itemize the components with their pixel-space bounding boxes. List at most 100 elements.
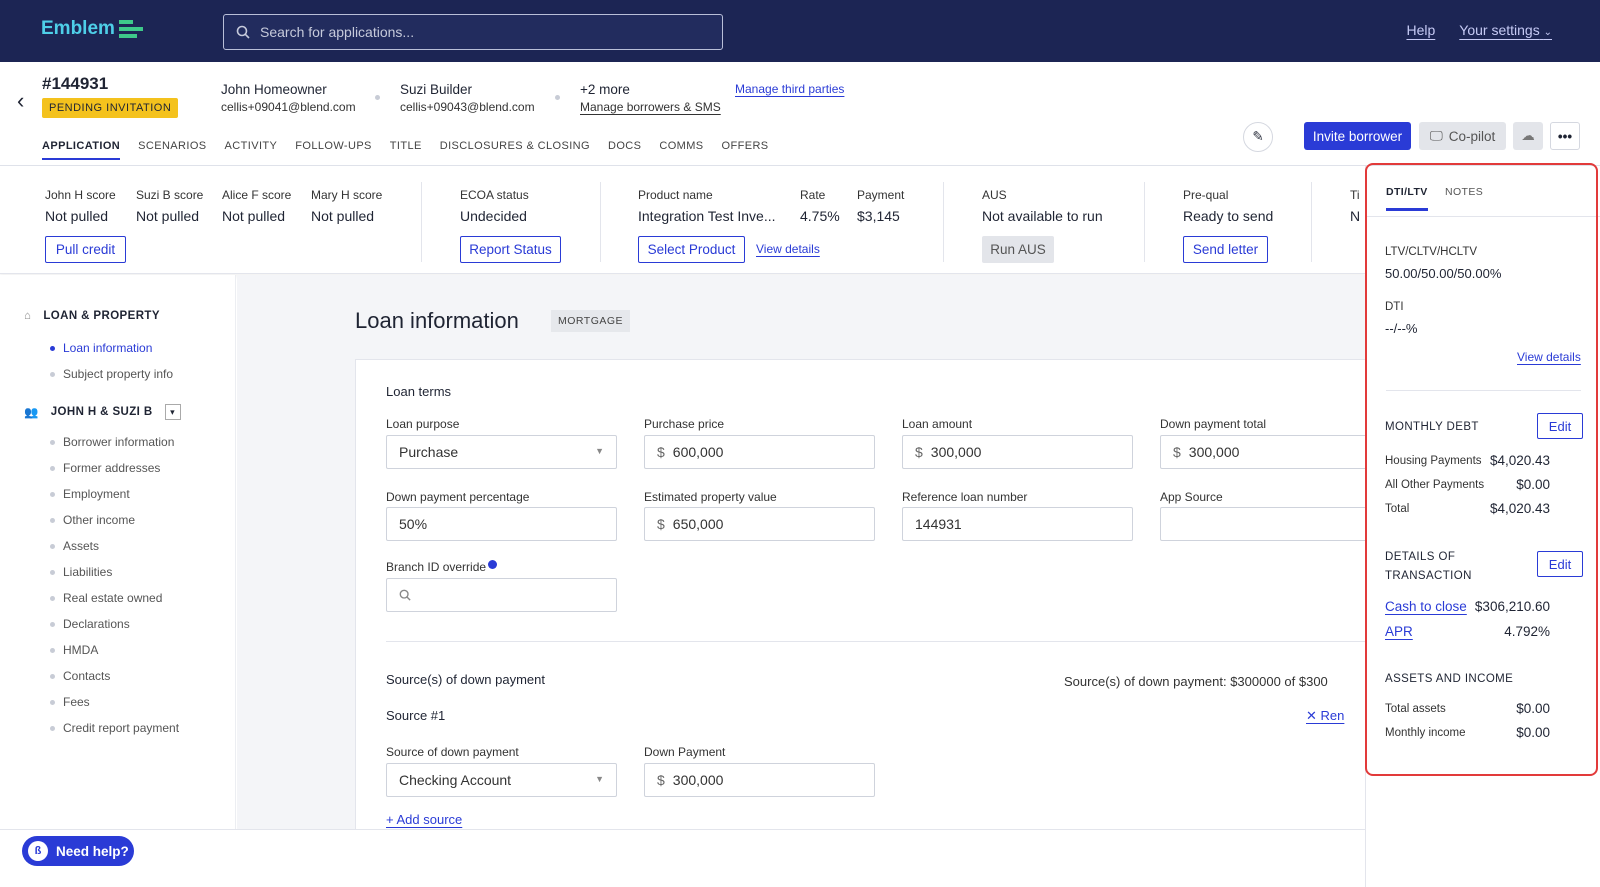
cash-to-close-link[interactable]: Cash to close	[1385, 599, 1467, 614]
sidebar-item-employment[interactable]: Employment	[50, 487, 130, 501]
sidebar-item-loan-information[interactable]: Loan information	[50, 341, 152, 355]
sidebar-item-real-estate-owned[interactable]: Real estate owned	[50, 591, 162, 605]
sidebar-item-fees[interactable]: Fees	[50, 695, 90, 709]
page-title: Loan information	[355, 308, 519, 333]
edit-pencil-icon[interactable]: ✎	[1243, 122, 1273, 152]
info-icon[interactable]	[488, 560, 498, 569]
source-of-down-payment-select[interactable]: Checking Account ▼	[386, 763, 617, 797]
down-payment-input[interactable]: $300,000	[644, 763, 875, 797]
sidebar-item-contacts[interactable]: Contacts	[50, 669, 110, 683]
help-link[interactable]: Help	[1406, 22, 1436, 38]
tab-scenarios[interactable]: SCENARIOS	[138, 140, 207, 152]
field-label: Reference loan number	[902, 490, 1028, 504]
sidebar-item-other-income[interactable]: Other income	[50, 513, 135, 527]
sidebar-item-credit-report-payment[interactable]: Credit report payment	[50, 721, 179, 735]
tab-offers[interactable]: OFFERS	[721, 140, 769, 152]
aus-value: Not available to run	[982, 208, 1103, 224]
sidebar-section-borrowers[interactable]: 👥 JOHN H & SUZI B ▾	[24, 404, 181, 420]
tab-dti-ltv[interactable]: DTI/LTV	[1386, 186, 1428, 211]
remove-source-link[interactable]: ✕ Ren	[1306, 708, 1345, 723]
estimated-value-input[interactable]: $650,000	[644, 507, 875, 541]
sidebar-item-former-addresses[interactable]: Former addresses	[50, 461, 160, 475]
tab-application[interactable]: APPLICATION	[42, 140, 121, 160]
more-options-icon[interactable]: •••	[1550, 122, 1580, 150]
chevron-down-icon[interactable]: ▾	[164, 404, 181, 420]
caret-down-icon: ▼	[595, 774, 604, 784]
tab-follow-ups[interactable]: FOLLOW-UPS	[295, 140, 372, 152]
field-label: Branch ID override	[386, 560, 498, 574]
product-label: Product name	[638, 188, 713, 202]
field-label: Loan purpose	[386, 417, 460, 431]
dti-view-details-link[interactable]: View details	[1517, 350, 1581, 364]
details-heading: DETAILS OF	[1385, 551, 1456, 563]
monitor-icon: 🖵	[1429, 128, 1443, 143]
emblem-logo[interactable]: Emblem	[41, 18, 143, 40]
sidebar-item-declarations[interactable]: Declarations	[50, 617, 130, 631]
divider	[1144, 182, 1145, 262]
sidebar-item-borrower-information[interactable]: Borrower information	[50, 435, 174, 449]
cloud-upload-icon[interactable]: ☁	[1513, 122, 1543, 150]
branch-id-input[interactable]	[386, 578, 617, 612]
tab-title[interactable]: TITLE	[389, 140, 422, 152]
manage-third-parties-link[interactable]: Manage third parties	[735, 82, 845, 96]
sidebar-section-loan[interactable]: ⌂ LOAN & PROPERTY	[24, 310, 160, 322]
prequal-label: Pre-qual	[1183, 188, 1229, 202]
housing-label: Housing Payments	[1385, 455, 1482, 467]
party-suzi: Suzi Builder cellis+09043@blend.com	[400, 82, 535, 114]
search-input[interactable]: Search for applications...	[223, 14, 723, 50]
purchase-price-input[interactable]: $600,000	[644, 435, 875, 469]
sidebar-item-hmda[interactable]: HMDA	[50, 643, 98, 657]
down-payment-total-input[interactable]: $300,000	[1160, 435, 1365, 469]
ecoa-value: Undecided	[460, 208, 527, 224]
divider	[1386, 390, 1581, 391]
report-status-button[interactable]: Report Status	[460, 236, 561, 263]
settings-link[interactable]: Your settings ⌄	[1459, 22, 1552, 38]
select-product-button[interactable]: Select Product	[638, 236, 745, 263]
tab-comms[interactable]: COMMS	[659, 140, 704, 152]
assets-heading: ASSETS AND INCOME	[1385, 673, 1514, 685]
loan-purpose-select[interactable]: Purchase ▼	[386, 435, 617, 469]
sidebar-item-liabilities[interactable]: Liabilities	[50, 565, 112, 579]
send-letter-button[interactable]: Send letter	[1183, 236, 1268, 263]
rate-value: 4.75%	[800, 208, 840, 224]
cash-to-close-value: $306,210.60	[1474, 599, 1550, 614]
app-source-input[interactable]	[1160, 507, 1365, 541]
product-view-details-link[interactable]: View details	[756, 242, 820, 256]
monthly-debt-heading: MONTHLY DEBT	[1385, 421, 1479, 433]
apr-link[interactable]: APR	[1385, 624, 1413, 639]
loan-amount-input[interactable]: $300,000	[902, 435, 1133, 469]
payment-value: $3,145	[857, 208, 900, 224]
score-label: Suzi B score	[136, 188, 204, 202]
field-label: App Source	[1160, 490, 1223, 504]
invite-borrower-button[interactable]: Invite borrower	[1304, 122, 1411, 150]
reference-loan-input[interactable]: 144931	[902, 507, 1133, 541]
add-source-link[interactable]: + Add source	[386, 812, 463, 827]
pull-credit-button[interactable]: Pull credit	[45, 236, 126, 263]
tab-disclosures[interactable]: DISCLOSURES & CLOSING	[439, 140, 590, 152]
edit-transaction-button[interactable]: Edit	[1537, 551, 1583, 577]
copilot-button[interactable]: 🖵 Co-pilot	[1419, 122, 1506, 150]
divider	[421, 182, 422, 262]
search-icon	[236, 25, 250, 39]
dti-ltv-panel: DTI/LTV NOTES	[1365, 166, 1600, 887]
other-payments-label: All Other Payments	[1385, 479, 1485, 491]
tab-docs[interactable]: DOCS	[607, 140, 642, 152]
tab-notes[interactable]: NOTES	[1445, 186, 1484, 198]
run-aus-button[interactable]: Run AUS	[982, 236, 1054, 263]
title-value: N	[1350, 208, 1361, 224]
need-help-button[interactable]: ß Need help?	[22, 836, 134, 866]
tab-activity[interactable]: ACTIVITY	[224, 140, 278, 152]
down-payment-summary: Source(s) of down payment: $300000 of $3…	[1064, 674, 1328, 689]
sidebar-item-subject-property[interactable]: Subject property info	[50, 367, 173, 381]
section-heading: Loan terms	[386, 384, 452, 399]
ltv-label: LTV/CLTV/HCLTV	[1385, 246, 1478, 258]
edit-monthly-debt-button[interactable]: Edit	[1537, 413, 1583, 439]
dti-label: DTI	[1385, 301, 1404, 313]
back-arrow-icon[interactable]: ‹	[17, 88, 25, 113]
manage-borrowers-link[interactable]: Manage borrowers & SMS	[580, 100, 721, 114]
sidebar: ⌂ LOAN & PROPERTY Loan information Subjec…	[0, 275, 236, 829]
more-parties: +2 more Manage borrowers & SMS	[580, 82, 721, 114]
total-value: $4,020.43	[1489, 501, 1550, 516]
sidebar-item-assets[interactable]: Assets	[50, 539, 99, 553]
down-payment-percentage-input[interactable]: 50%	[386, 507, 617, 541]
